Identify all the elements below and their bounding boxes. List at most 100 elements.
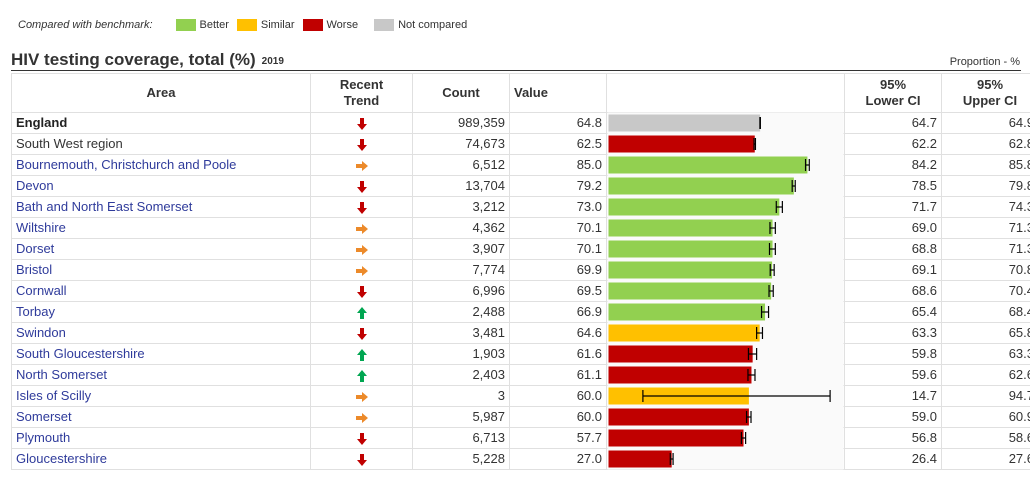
upper-ci-value: 58.6 (941, 427, 1030, 449)
area-name: England (11, 112, 311, 134)
bar-cell (606, 154, 845, 176)
upper-ci-value: 71.3 (941, 217, 1030, 239)
lower-ci-value: 68.8 (844, 238, 942, 260)
legend-swatch-similar (236, 19, 257, 31)
trend-arrow-right-icon (355, 391, 368, 402)
header-value[interactable]: Value (509, 73, 607, 113)
legend-item-better: Better (175, 19, 229, 31)
area-name[interactable]: Wiltshire (11, 217, 311, 239)
legend-swatch-worse (302, 19, 323, 31)
indicator-table: Area Recent Trend Count Value 95% Lower … (11, 73, 1030, 470)
lower-ci-value: 59.8 (844, 343, 942, 365)
indicator-value: 60.0 (509, 385, 607, 407)
indicator-value: 57.7 (509, 427, 607, 449)
legend-text-not-compared: Not compared (398, 19, 468, 31)
upper-ci-value: 68.4 (941, 301, 1030, 323)
bar-cell (606, 364, 845, 386)
lower-ci-value: 59.6 (844, 364, 942, 386)
bar-cell (606, 217, 845, 239)
area-name[interactable]: Torbay (11, 301, 311, 323)
trend-arrow-down-icon (356, 180, 367, 193)
area-name[interactable]: South Gloucestershire (11, 343, 311, 365)
trend-arrow-right-icon (355, 223, 368, 234)
trend-cell (310, 385, 413, 407)
header-count[interactable]: Count (412, 73, 510, 113)
upper-ci-value: 79.8 (941, 175, 1030, 197)
indicator-value: 61.1 (509, 364, 607, 386)
trend-cell (310, 364, 413, 386)
indicator-value: 61.6 (509, 343, 607, 365)
bar-cell (606, 112, 845, 134)
indicator-value: 27.0 (509, 448, 607, 470)
bar-cell (606, 427, 845, 449)
benchmark-legend: Compared with benchmark: Better Similar … (18, 17, 475, 33)
upper-ci-value: 63.3 (941, 343, 1030, 365)
trend-arrow-right-icon (355, 412, 368, 423)
count-value: 13,704 (412, 175, 510, 197)
area-name[interactable]: Bristol (11, 259, 311, 281)
trend-cell (310, 112, 413, 134)
lower-ci-value: 69.1 (844, 259, 942, 281)
trend-arrow-up-icon (356, 306, 367, 319)
lower-ci-value: 26.4 (844, 448, 942, 470)
title-divider (11, 70, 1021, 71)
upper-ci-value: 71.3 (941, 238, 1030, 260)
indicator-value: 70.1 (509, 217, 607, 239)
bar-cell (606, 448, 845, 470)
count-value: 7,774 (412, 259, 510, 281)
header-area[interactable]: Area (11, 73, 311, 113)
upper-ci-value: 85.8 (941, 154, 1030, 176)
area-name[interactable]: Cornwall (11, 280, 311, 302)
table-row: Isles of Scilly 360.0 14.794.7 (11, 385, 1030, 407)
area-name[interactable]: Somerset (11, 406, 311, 428)
legend-item-similar: Similar (236, 19, 295, 31)
area-name[interactable]: Isles of Scilly (11, 385, 311, 407)
count-value: 5,987 (412, 406, 510, 428)
area-name[interactable]: Plymouth (11, 427, 311, 449)
trend-arrow-down-icon (356, 432, 367, 445)
bar-cell (606, 259, 845, 281)
count-value: 1,903 (412, 343, 510, 365)
upper-ci-value: 65.8 (941, 322, 1030, 344)
area-name[interactable]: Gloucestershire (11, 448, 311, 470)
count-value: 2,403 (412, 364, 510, 386)
trend-cell (310, 280, 413, 302)
table-row: Bournemouth, Christchurch and Poole 6,512… (11, 154, 1030, 176)
bar-cell (606, 301, 845, 323)
trend-arrow-down-icon (356, 201, 367, 214)
area-name[interactable]: Swindon (11, 322, 311, 344)
upper-ci-value: 94.7 (941, 385, 1030, 407)
count-value: 3 (412, 385, 510, 407)
header-lci-line2: Lower CI (865, 93, 921, 108)
count-value: 989,359 (412, 112, 510, 134)
header-trend[interactable]: Recent Trend (310, 73, 413, 113)
lower-ci-value: 71.7 (844, 196, 942, 218)
trend-cell (310, 406, 413, 428)
area-name[interactable]: Devon (11, 175, 311, 197)
area-name[interactable]: North Somerset (11, 364, 311, 386)
header-upper-ci[interactable]: 95% Upper CI (941, 73, 1030, 113)
area-name[interactable]: Dorset (11, 238, 311, 260)
upper-ci-value: 64.9 (941, 112, 1030, 134)
lower-ci-value: 84.2 (844, 154, 942, 176)
indicator-unit: Proportion - % (949, 56, 1020, 68)
area-name[interactable]: Bournemouth, Christchurch and Poole (11, 154, 311, 176)
upper-ci-value: 62.6 (941, 364, 1030, 386)
trend-arrow-right-icon (355, 160, 368, 171)
indicator-value: 69.5 (509, 280, 607, 302)
trend-arrow-down-icon (356, 453, 367, 466)
count-value: 3,907 (412, 238, 510, 260)
area-name[interactable]: Bath and North East Somerset (11, 196, 311, 218)
header-lower-ci[interactable]: 95% Lower CI (844, 73, 942, 113)
